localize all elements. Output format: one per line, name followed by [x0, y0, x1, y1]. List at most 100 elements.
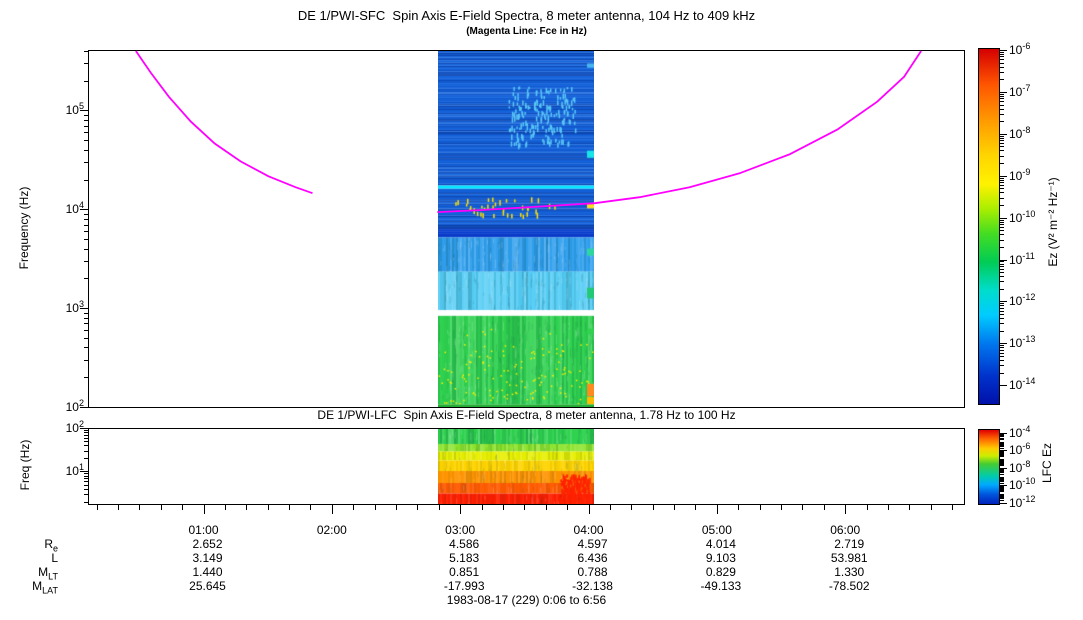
exponent: 2: [78, 419, 84, 429]
ephemeris-value: 6.436: [577, 551, 608, 565]
lfc-cbar-minor-tick: [1000, 460, 1004, 462]
lfc-cbar-minor-tick: [1000, 498, 1004, 500]
time-minor-tick: [609, 505, 611, 510]
sfc-yaxis-minor-tick: [84, 312, 88, 314]
sfc-title: DE 1/PWI-SFC Spin Axis E-Field Spectra, …: [297, 8, 756, 23]
lfc-cbar-minor-tick: [1000, 461, 1004, 463]
lfc-cbar-minor-tick: [1000, 439, 1004, 441]
ephemeris-value: -17.993: [443, 579, 485, 593]
sfc-cbar-minor-tick: [1000, 281, 1004, 283]
time-tick-label: 06:00: [830, 523, 861, 537]
lfc-cbar-minor-tick: [1000, 452, 1004, 454]
ephemeris-value: 0.851: [449, 565, 480, 579]
sfc-yaxis-tick-label: 104: [65, 200, 84, 217]
time-minor-tick: [952, 505, 954, 510]
lfc-cbar-minor-tick: [1000, 481, 1004, 483]
lfc-cbar-minor-tick: [1000, 485, 1004, 487]
exponent: -8: [1022, 458, 1031, 469]
sfc-cbar-minor-tick: [1000, 239, 1004, 241]
time-major-tick: [331, 505, 333, 514]
sfc-yaxis-minor-tick: [84, 377, 88, 379]
sfc-cbar-minor-tick: [1000, 221, 1004, 223]
sfc-cbar-minor-tick: [1000, 323, 1004, 325]
sfc-cbar-minor-tick: [1000, 140, 1004, 142]
lfc-cbar-minor-tick: [1000, 486, 1004, 488]
lfc-cbar-minor-tick: [1000, 435, 1004, 437]
sfc-yaxis-minor-tick: [84, 224, 88, 226]
sfc-cbar-minor-tick: [1000, 192, 1004, 194]
lfc-cbar-minor-tick: [1000, 446, 1004, 448]
lfc-cbar-minor-tick: [1000, 469, 1004, 471]
sfc-yaxis-tick-label: 102: [65, 398, 84, 414]
time-minor-tick: [310, 505, 312, 510]
time-minor-tick: [139, 505, 141, 510]
time-major-tick: [460, 505, 462, 514]
subscript: LT: [48, 571, 58, 582]
time-minor-tick: [759, 505, 761, 510]
time-minor-tick: [481, 505, 483, 510]
sfc-cbar-minor-tick: [1000, 268, 1004, 270]
exponent: 1: [78, 462, 84, 473]
sfc-yaxis-minor-tick: [84, 261, 88, 262]
sfc-subtitle: (Magenta Line: Fce in Hz): [466, 26, 587, 37]
lfc-cbar-minor-tick: [1000, 442, 1004, 444]
sfc-cbar-minor-tick: [1000, 71, 1004, 73]
exponent: -6: [1022, 441, 1031, 452]
sfc-cbar-major-tick: [1000, 385, 1007, 387]
exponent: -12: [1022, 493, 1036, 504]
sfc-cbar-tick-label: 10-9: [1009, 166, 1031, 183]
sfc-yaxis-minor-tick: [84, 218, 88, 220]
ephemeris-row-label: Re: [44, 537, 58, 554]
lfc-yaxis-minor-tick: [84, 473, 88, 475]
time-minor-tick: [567, 505, 569, 510]
lfc-cbar-minor-tick: [1000, 443, 1004, 445]
sfc-cbar-minor-tick: [1000, 51, 1004, 53]
sfc-cbar-major-tick: [1000, 343, 1007, 345]
sfc-yaxis-tick-label: 103: [65, 299, 84, 316]
sfc-yaxis-minor-tick: [84, 63, 88, 65]
time-minor-tick: [289, 505, 291, 510]
sfc-cbar-minor-tick: [1000, 288, 1004, 290]
sfc-yaxis-minor-tick: [84, 317, 88, 319]
lfc-cbar-minor-tick: [1000, 433, 1004, 435]
sfc-yaxis-minor-tick: [84, 50, 88, 52]
time-tick-label: 04:00: [573, 523, 604, 537]
sfc-cbar-minor-tick: [1000, 150, 1004, 152]
time-major-tick: [588, 505, 590, 514]
lfc-cbar-minor-tick: [1000, 499, 1004, 501]
sfc-cbar-minor-tick: [1000, 98, 1004, 100]
lfc-yaxis-minor-tick: [84, 437, 88, 439]
lfc-cbar-tick-label: 10-6: [1009, 441, 1031, 458]
time-major-tick: [845, 505, 847, 514]
sfc-cbar-minor-tick: [1000, 95, 1004, 97]
sfc-cbar-minor-tick: [1000, 365, 1004, 367]
sfc-cbar-minor-tick: [1000, 345, 1004, 347]
lfc-cbar-minor-tick: [1000, 477, 1004, 479]
lfc-cbar-minor-tick: [1000, 487, 1004, 489]
exponent: -13: [1022, 334, 1036, 345]
lfc-cbar-minor-tick: [1000, 454, 1004, 456]
lfc-cbar-major-tick: [1000, 502, 1007, 504]
sfc-cbar-minor-tick: [1000, 155, 1004, 157]
sfc-cbar-minor-tick: [1000, 54, 1004, 56]
time-minor-tick: [909, 505, 911, 510]
fce-line-segment: [135, 50, 313, 195]
exponent: 2: [78, 398, 84, 408]
ephemeris-value: 1.440: [192, 565, 223, 579]
ephemeris-value: 0.829: [705, 565, 736, 579]
sfc-cbar-minor-tick: [1000, 303, 1004, 305]
sfc-spectrogram-canvas: [438, 51, 594, 407]
sfc-cbar-minor-tick: [1000, 62, 1004, 64]
time-minor-tick: [866, 505, 868, 510]
sfc-cbar-minor-tick: [1000, 182, 1004, 184]
lfc-cbar-tick-label: 10-12: [1009, 493, 1036, 510]
lfc-yaxis-minor-tick: [84, 475, 88, 477]
sfc-cbar-minor-tick: [1000, 226, 1004, 228]
sfc-cbar-minor-tick: [1000, 224, 1004, 226]
lfc-cbar-minor-tick: [1000, 453, 1004, 455]
sfc-yaxis-minor-tick: [84, 231, 88, 233]
sfc-yaxis-minor-tick: [84, 323, 88, 325]
time-minor-tick: [353, 505, 355, 510]
lfc-cbar-minor-tick: [1000, 444, 1004, 446]
